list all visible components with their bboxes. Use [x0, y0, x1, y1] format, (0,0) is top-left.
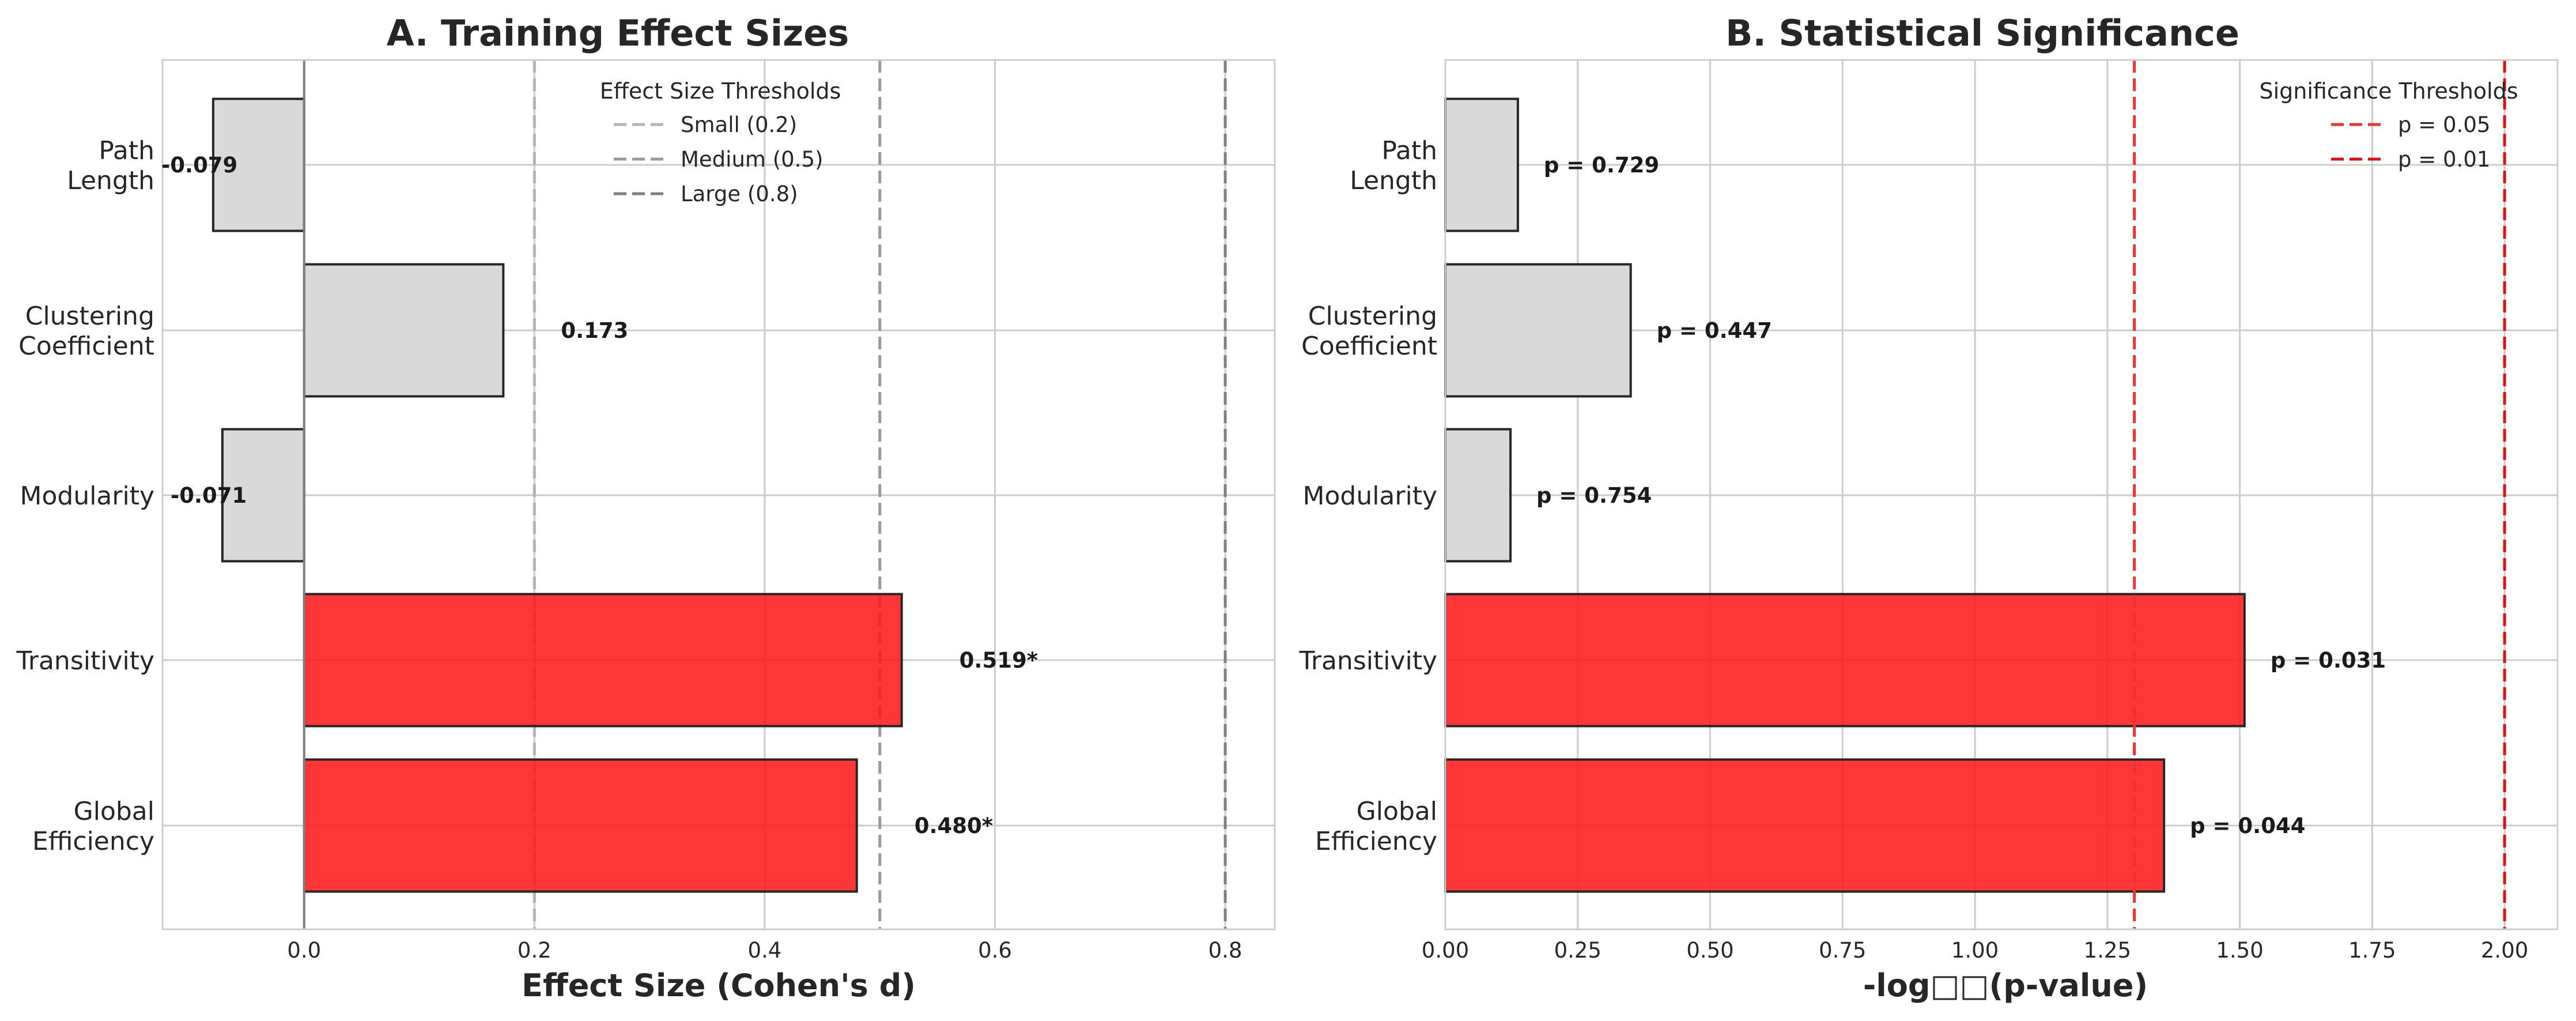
y-tick-label: Transitivity: [1298, 646, 1437, 676]
panel-a-frame: [161, 59, 1276, 930]
bar-value-label: -0.079: [161, 153, 237, 178]
y-tick-label: Coefficient: [18, 331, 154, 361]
legend-entry-label: p = 0.05: [2398, 112, 2490, 137]
y-tick-label: Length: [67, 166, 154, 195]
bar-value-label: p = 0.729: [1544, 153, 1659, 178]
x-tick-label: 1.00: [1951, 938, 1999, 963]
bar: [303, 758, 858, 893]
bar-value-label: p = 0.754: [1536, 483, 1652, 508]
panel-b: B. Statistical Significance 0.00 0.25 0.50…: [1298, 12, 2559, 1004]
y-tick-label: Clustering: [25, 302, 154, 331]
x-tick-label: 0.8: [1208, 938, 1242, 963]
panel-a-bars: [211, 97, 903, 893]
panel-b-legend-entries: p = 0.05 p = 0.01: [2331, 112, 2490, 172]
x-tick-label: 2.00: [2481, 938, 2528, 963]
x-tick-label: 0.25: [1554, 938, 1601, 963]
x-tick-label: 0.4: [747, 938, 781, 963]
y-tick-label: Path: [1381, 136, 1437, 165]
y-tick-label: Efficiency: [32, 827, 154, 856]
bar: [1444, 97, 1519, 232]
panel-a-legend-entries: Small (0.2) Medium (0.5) Large (0.8): [614, 112, 823, 206]
x-tick-label: 1.50: [2216, 938, 2263, 963]
x-tick-label: 0.75: [1819, 938, 1866, 963]
panel-a-title: A. Training Effect Sizes: [387, 12, 849, 54]
bar-value-label: 0.480*: [915, 813, 993, 838]
bar: [1444, 758, 2166, 893]
bar-value-label: 0.519*: [960, 648, 1038, 673]
bar: [1444, 428, 1512, 563]
x-tick-label: 0.2: [518, 938, 552, 963]
y-tick-label: Global: [74, 797, 154, 826]
panel-a-x-axis-label: Effect Size (Cohen's d): [522, 967, 916, 1004]
x-tick-label: 1.25: [2084, 938, 2131, 963]
bar-value-label: -0.071: [171, 483, 247, 508]
bar-value-label: 0.173: [561, 318, 628, 343]
panel-b-frame: [1444, 59, 2559, 930]
bar: [303, 263, 505, 398]
legend-entry-label: p = 0.01: [2398, 147, 2490, 172]
panel-b-legend: Significance Thresholds p = 0.05 p = 0.01: [2259, 78, 2518, 172]
legend-entry-label: Small (0.2): [681, 112, 797, 137]
y-tick-label: Modularity: [20, 481, 155, 511]
bar: [303, 593, 903, 728]
panel-b-bars: [1444, 97, 2246, 893]
x-tick-label: 0.0: [287, 938, 321, 963]
x-tick-label: 1.75: [2348, 938, 2396, 963]
bar-value-label: p = 0.031: [2271, 648, 2386, 673]
panel-a: A. Training Effect Sizes 0.0 0.2 0.4 0.6 0.8…: [16, 12, 1276, 1004]
panel-a-x-ticks: 0.0 0.2 0.4 0.6 0.8: [287, 938, 1242, 963]
panel-b-bar-labels: p = 0.729 p = 0.447 p = 0.754 p = 0.031 p = …: [1536, 153, 2386, 838]
panel-b-legend-title: Significance Thresholds: [2259, 78, 2518, 104]
bar-value-label: p = 0.044: [2190, 813, 2305, 838]
panel-b-title: B. Statistical Significance: [1725, 12, 2239, 54]
bar: [1444, 263, 1632, 398]
y-tick-label: Coefficient: [1301, 331, 1437, 361]
panel-a-bar-labels: -0.079 0.173 -0.071 0.519* 0.480*: [161, 153, 1038, 838]
y-tick-label: Path: [99, 136, 154, 165]
bar-value-label: p = 0.447: [1657, 318, 1772, 343]
panel-b-x-ticks: 0.00 0.25 0.50 0.75 1.00 1.25 1.50 1.75 2.00: [1422, 938, 2528, 963]
x-tick-label: 0.50: [1686, 938, 1733, 963]
y-tick-label: Efficiency: [1315, 827, 1437, 856]
y-tick-label: Global: [1357, 797, 1437, 826]
bar: [211, 97, 305, 232]
y-tick-label: Modularity: [1303, 481, 1438, 511]
panel-b-reference-lines: [2133, 60, 2506, 929]
panel-a-legend: Effect Size Thresholds Small (0.2) Medium…: [600, 78, 841, 206]
x-tick-label: 0.00: [1422, 938, 1469, 963]
x-tick-label: 0.6: [978, 938, 1012, 963]
legend-entry-label: Large (0.8): [681, 182, 798, 206]
legend-entry-label: Medium (0.5): [681, 147, 823, 172]
y-tick-label: Clustering: [1308, 302, 1437, 331]
bar: [1444, 593, 2246, 728]
y-tick-label: Length: [1350, 166, 1437, 195]
y-tick-label: Transitivity: [16, 646, 154, 676]
bar: [221, 428, 305, 563]
panel-a-legend-title: Effect Size Thresholds: [600, 78, 841, 104]
panel-b-x-axis-label: -log□□(p-value): [1863, 967, 2148, 1004]
